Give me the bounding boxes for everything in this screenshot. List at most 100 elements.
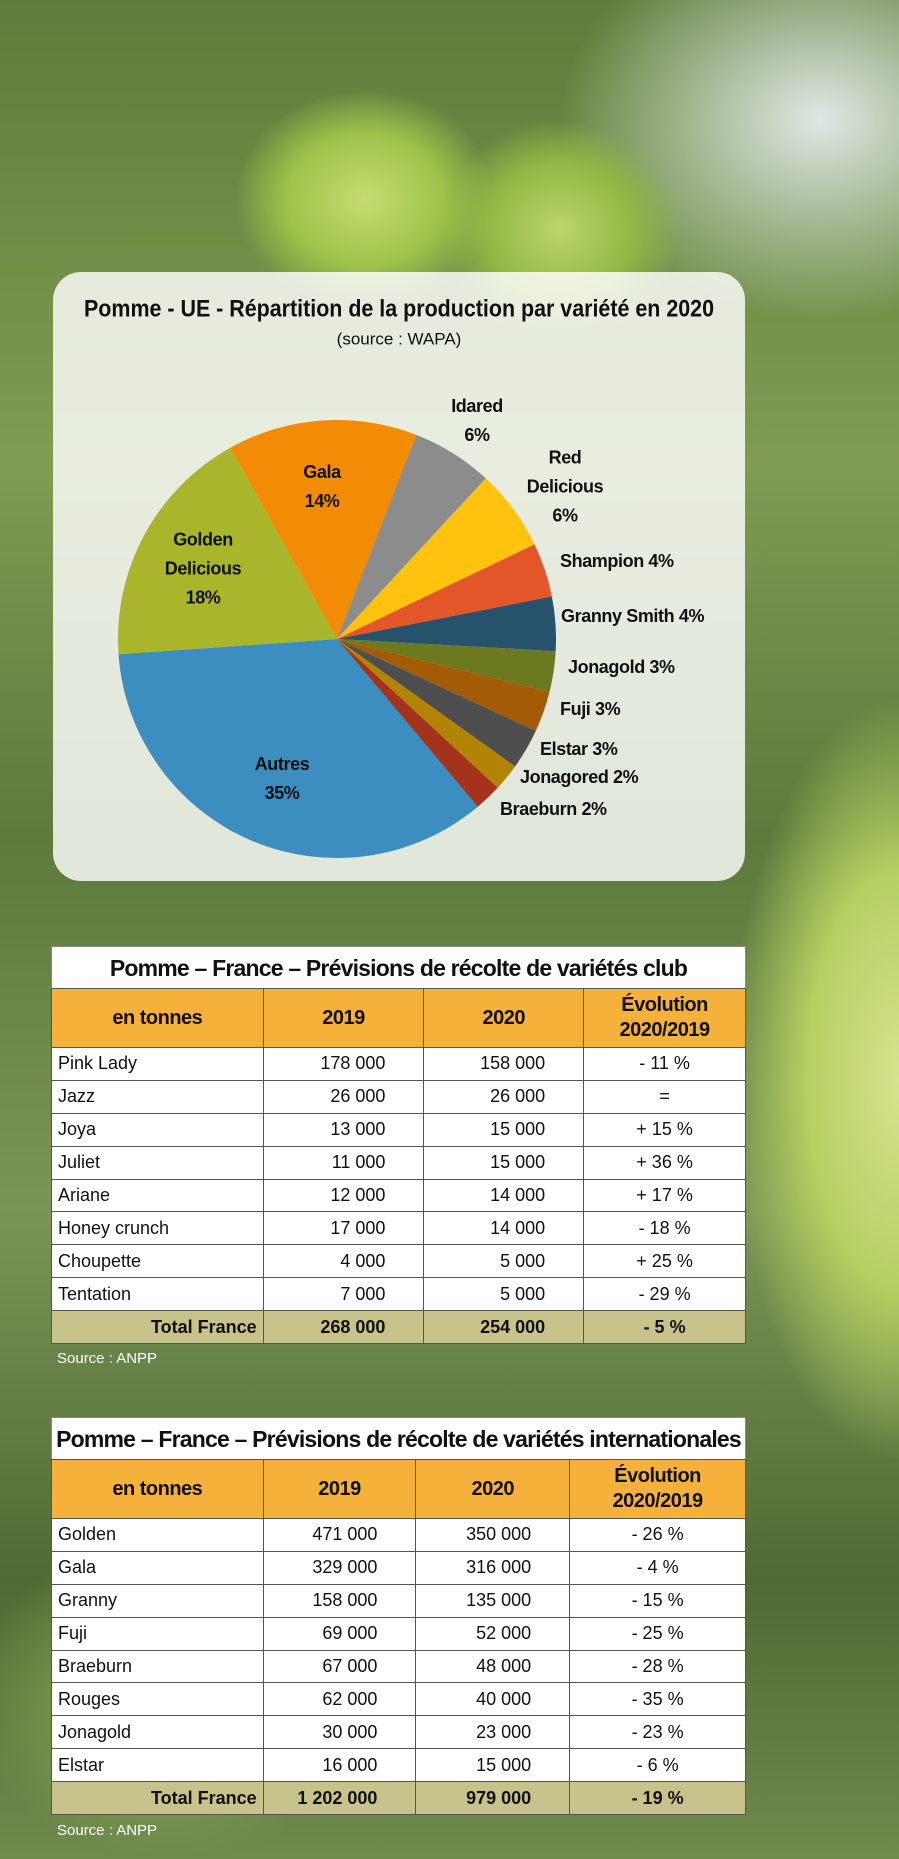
table-cell: 26 000 — [423, 1079, 585, 1114]
table-cell: - 15 % — [569, 1583, 746, 1618]
pie-slice — [118, 447, 337, 655]
table-cell: + 36 % — [583, 1145, 746, 1180]
slice-value-label: 3% — [592, 739, 618, 759]
total-row: Total France 1 202 000 979 000- 19 % — [51, 1781, 746, 1816]
table-cell: 7 000 — [262, 1277, 425, 1312]
table-cell: Rouges — [51, 1682, 264, 1717]
table-cell: Choupette — [51, 1244, 264, 1279]
table-cell: 12 000 — [262, 1178, 425, 1213]
total-row: Total France 268 000 254 000- 5 % — [51, 1310, 746, 1345]
international-table: Pomme – France – Prévisions de récolte d… — [51, 1417, 746, 1816]
table-row: Ariane 12 000 14 000 + 17 % — [51, 1178, 746, 1213]
table-title: Pomme – France – Prévisions de récolte d… — [51, 946, 746, 988]
pie-slice — [337, 639, 516, 788]
table-cell: Total France — [51, 1310, 264, 1345]
table-cell: - 29 % — [583, 1277, 746, 1312]
slice-label: Jonagold 3% — [568, 657, 675, 677]
pie-slice — [337, 434, 486, 639]
table-cell: Total France — [51, 1781, 264, 1816]
pie-slice — [118, 639, 478, 858]
table-cell: Granny — [51, 1583, 264, 1618]
table-cell: = — [583, 1079, 746, 1114]
slice-category: Elstar — [540, 739, 588, 759]
slice-value-label: 2% — [613, 767, 639, 787]
table-cell: + 25 % — [583, 1244, 746, 1279]
slice-value-label: 4% — [648, 551, 674, 571]
pie-slice — [337, 639, 556, 692]
header-cell: 2019 — [262, 1459, 417, 1519]
slice-label: Autres 35% — [255, 754, 310, 803]
slice-category: Jonagold — [568, 657, 645, 677]
table-row: Joya 13 000 15 000 + 15 % — [51, 1112, 746, 1147]
pie-chart: Pomme - UE - Répartition de la productio… — [84, 295, 714, 858]
table-cell: 5 000 — [423, 1277, 585, 1312]
table-cell: 329 000 — [262, 1550, 417, 1585]
slice-category: Red Delicious — [527, 447, 604, 496]
slice-category: Shampion — [560, 551, 644, 571]
slice-value-label: 3% — [649, 657, 675, 677]
source: Source : ANPP — [57, 1350, 158, 1367]
table-cell: Golden — [51, 1518, 264, 1552]
table-cell: 14 000 — [423, 1178, 585, 1213]
slice-value-label: 14% — [305, 491, 340, 511]
slice-category: Fuji — [560, 699, 590, 719]
table-cell: Elstar — [51, 1748, 264, 1783]
table-row: Choupette 4 000 5 000 + 25 % — [51, 1244, 746, 1279]
chart-subtitle: (source : WAPA) — [337, 329, 462, 348]
table-cell: 178 000 — [262, 1047, 425, 1081]
table-cell: 67 000 — [262, 1649, 417, 1684]
table-cell: Fuji — [51, 1616, 264, 1651]
header-cell: en tonnes — [51, 988, 264, 1048]
table-cell: - 19 % — [569, 1781, 746, 1816]
table-cell: 1 202 000 — [262, 1781, 417, 1816]
table-cell: 14 000 — [423, 1211, 585, 1246]
table-cell: - 6 % — [569, 1748, 746, 1783]
table-cell: Ariane — [51, 1178, 264, 1213]
table-cell: - 28 % — [569, 1649, 746, 1684]
pie-slice — [337, 639, 536, 767]
table-cell: 48 000 — [415, 1649, 571, 1684]
table-cell: - 35 % — [569, 1682, 746, 1717]
table-row: Gala 329 000 316 000- 4 % — [51, 1550, 746, 1585]
table-cell: 4 000 — [262, 1244, 425, 1279]
slice-label: Elstar 3% — [540, 739, 618, 759]
table-cell: - 5 % — [583, 1310, 746, 1345]
table-cell: 69 000 — [262, 1616, 417, 1651]
chart-title: Pomme - UE - Répartition de la productio… — [84, 295, 714, 322]
slice-category: Jonagored — [520, 767, 608, 787]
table-cell: 13 000 — [262, 1112, 425, 1147]
pie-slice — [337, 544, 552, 639]
table-cell: Pink Lady — [51, 1047, 264, 1081]
table-cell: Gala — [51, 1550, 264, 1585]
table-cell: 316 000 — [415, 1550, 571, 1585]
slice-category: Granny Smith — [561, 606, 674, 626]
table-cell: - 26 % — [569, 1518, 746, 1552]
table-cell: 254 000 — [423, 1310, 585, 1345]
header-cell: 2020 — [415, 1459, 571, 1519]
table-cell: Honey crunch — [51, 1211, 264, 1246]
club-table: Pomme – France – Prévisions de récolte d… — [51, 946, 746, 1345]
table-cell: 11 000 — [262, 1145, 425, 1180]
table-cell: - 4 % — [569, 1550, 746, 1585]
table-row: Pink Lady 178 000 158 000- 11 % — [51, 1047, 746, 1081]
table-cell: Jazz — [51, 1079, 264, 1114]
slice-label: Golden Delicious 18% — [165, 529, 242, 607]
table-cell: 15 000 — [415, 1748, 571, 1783]
header-row: en tonnes 2019 2020 Évolution 2020/2019 — [51, 988, 746, 1048]
slice-value-label: 3% — [595, 699, 621, 719]
table-cell: 350 000 — [415, 1518, 571, 1552]
slice-value-label: 6% — [464, 425, 490, 445]
table-cell: 15 000 — [423, 1112, 585, 1147]
slice-value-label: 4% — [679, 606, 705, 626]
slice-label: Jonagored 2% — [520, 767, 639, 787]
slice-label: Granny Smith 4% — [561, 606, 704, 626]
slice-label: Idared 6% — [451, 396, 503, 445]
slice-value-label: 2% — [581, 799, 607, 819]
table-cell: Juliet — [51, 1145, 264, 1180]
pie-slice — [230, 419, 417, 639]
table-row: Fuji 69 000 52 000- 25 % — [51, 1616, 746, 1651]
table-cell: - 11 % — [583, 1047, 746, 1081]
pie-slice — [337, 639, 550, 731]
slice-label: Gala 14% — [303, 462, 342, 511]
